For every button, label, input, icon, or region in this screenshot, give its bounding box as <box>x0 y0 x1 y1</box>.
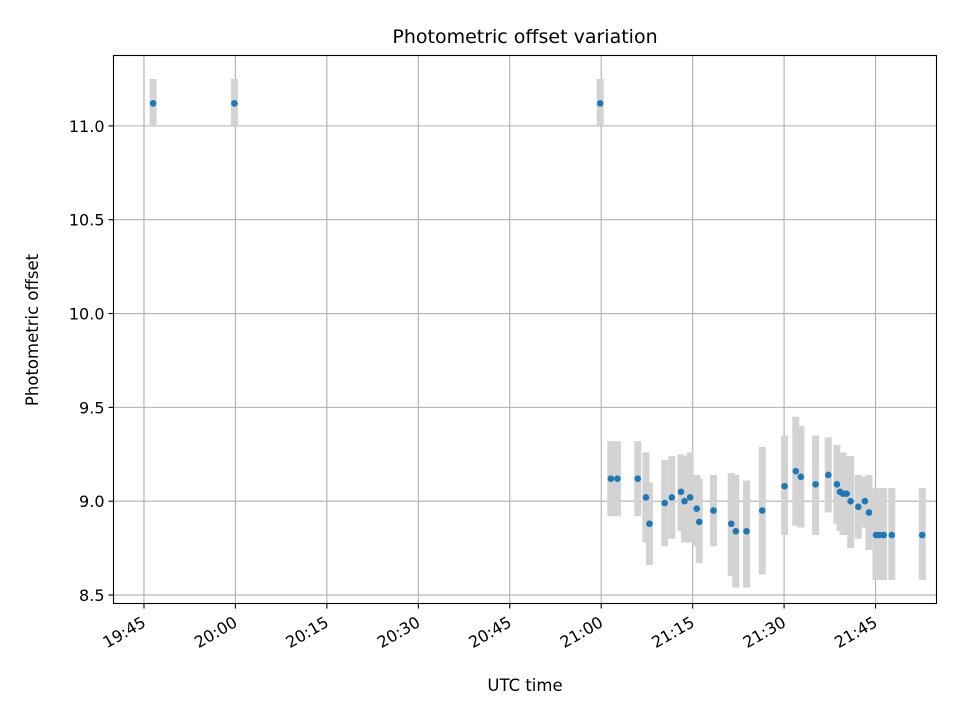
data-point <box>681 497 688 505</box>
data-point <box>607 475 615 482</box>
data-point <box>149 100 157 107</box>
chart-title: Photometric offset variation <box>392 26 657 48</box>
data-point <box>847 497 854 505</box>
data-point <box>843 490 850 498</box>
data-point <box>797 473 805 481</box>
data-point <box>634 475 642 482</box>
data-point <box>743 527 750 535</box>
data-point <box>812 481 819 488</box>
y-tick-label: 10.5 <box>69 211 105 230</box>
data-point <box>781 482 788 490</box>
y-tick-label: 9.0 <box>79 492 104 511</box>
data-point <box>792 467 800 475</box>
y-tick-label: 11.0 <box>69 117 105 136</box>
data-points <box>149 100 926 539</box>
data-point <box>918 531 926 539</box>
y-axis-ticks: 8.5 9.0 9.5 10.0 10.5 11.0 <box>69 117 114 605</box>
y-tick-label: 10.0 <box>69 305 105 324</box>
y-axis-label: Photometric offset <box>23 253 42 406</box>
data-point <box>693 505 701 513</box>
data-point <box>833 481 841 488</box>
data-point <box>231 100 238 107</box>
data-point <box>686 494 694 501</box>
data-point <box>861 497 869 505</box>
data-point <box>732 527 740 535</box>
x-axis-label: UTC time <box>487 676 562 695</box>
data-point <box>824 471 832 479</box>
y-tick-label: 8.5 <box>79 586 104 605</box>
data-point <box>727 520 735 528</box>
data-point <box>758 507 766 514</box>
data-point <box>865 509 873 516</box>
data-point <box>695 518 703 526</box>
data-point <box>880 531 887 539</box>
data-point <box>888 531 896 539</box>
data-point <box>710 507 717 514</box>
y-tick-label: 9.5 <box>79 398 104 417</box>
data-point <box>854 503 862 511</box>
data-point <box>614 475 621 482</box>
data-point <box>596 100 604 107</box>
data-point <box>642 494 650 501</box>
plot-frame <box>112 54 938 605</box>
data-point <box>677 488 685 496</box>
data-point <box>646 520 653 528</box>
data-point <box>668 494 676 501</box>
data-point <box>661 499 669 507</box>
